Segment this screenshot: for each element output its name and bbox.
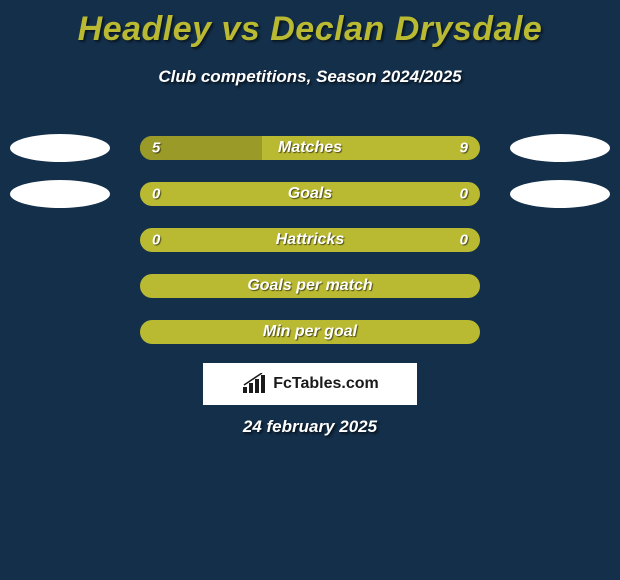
- stat-row: 59Matches: [0, 125, 620, 171]
- stat-value-right: 0: [460, 232, 468, 249]
- player-pill-left: [10, 180, 110, 208]
- bar-track: [140, 274, 480, 298]
- page-title: Headley vs Declan Drysdale: [0, 0, 620, 49]
- stat-value-left: 0: [152, 186, 160, 203]
- logo-text: FcTables.com: [273, 375, 379, 393]
- stat-row: 00Hattricks: [0, 217, 620, 263]
- logo-box: FcTables.com: [203, 363, 417, 405]
- stat-bar: Min per goal: [140, 320, 480, 344]
- stat-bar: 00Hattricks: [140, 228, 480, 252]
- date-label: 24 february 2025: [0, 417, 620, 437]
- bar-track: [140, 228, 480, 252]
- stat-bar: 00Goals: [140, 182, 480, 206]
- stat-value-right: 0: [460, 186, 468, 203]
- bar-track: [140, 182, 480, 206]
- bar-chart-icon: [241, 373, 269, 395]
- stat-row: Min per goal: [0, 309, 620, 355]
- stat-value-left: 5: [152, 140, 160, 157]
- stat-row: Goals per match: [0, 263, 620, 309]
- bar-track: [140, 320, 480, 344]
- stat-value-right: 9: [460, 140, 468, 157]
- player-pill-right: [510, 134, 610, 162]
- player-pill-right: [510, 180, 610, 208]
- stats-rows: 59Matches00Goals00HattricksGoals per mat…: [0, 125, 620, 355]
- stat-row: 00Goals: [0, 171, 620, 217]
- player-pill-left: [10, 134, 110, 162]
- stat-value-left: 0: [152, 232, 160, 249]
- stat-bar: 59Matches: [140, 136, 480, 160]
- subtitle: Club competitions, Season 2024/2025: [0, 67, 620, 87]
- stat-bar: Goals per match: [140, 274, 480, 298]
